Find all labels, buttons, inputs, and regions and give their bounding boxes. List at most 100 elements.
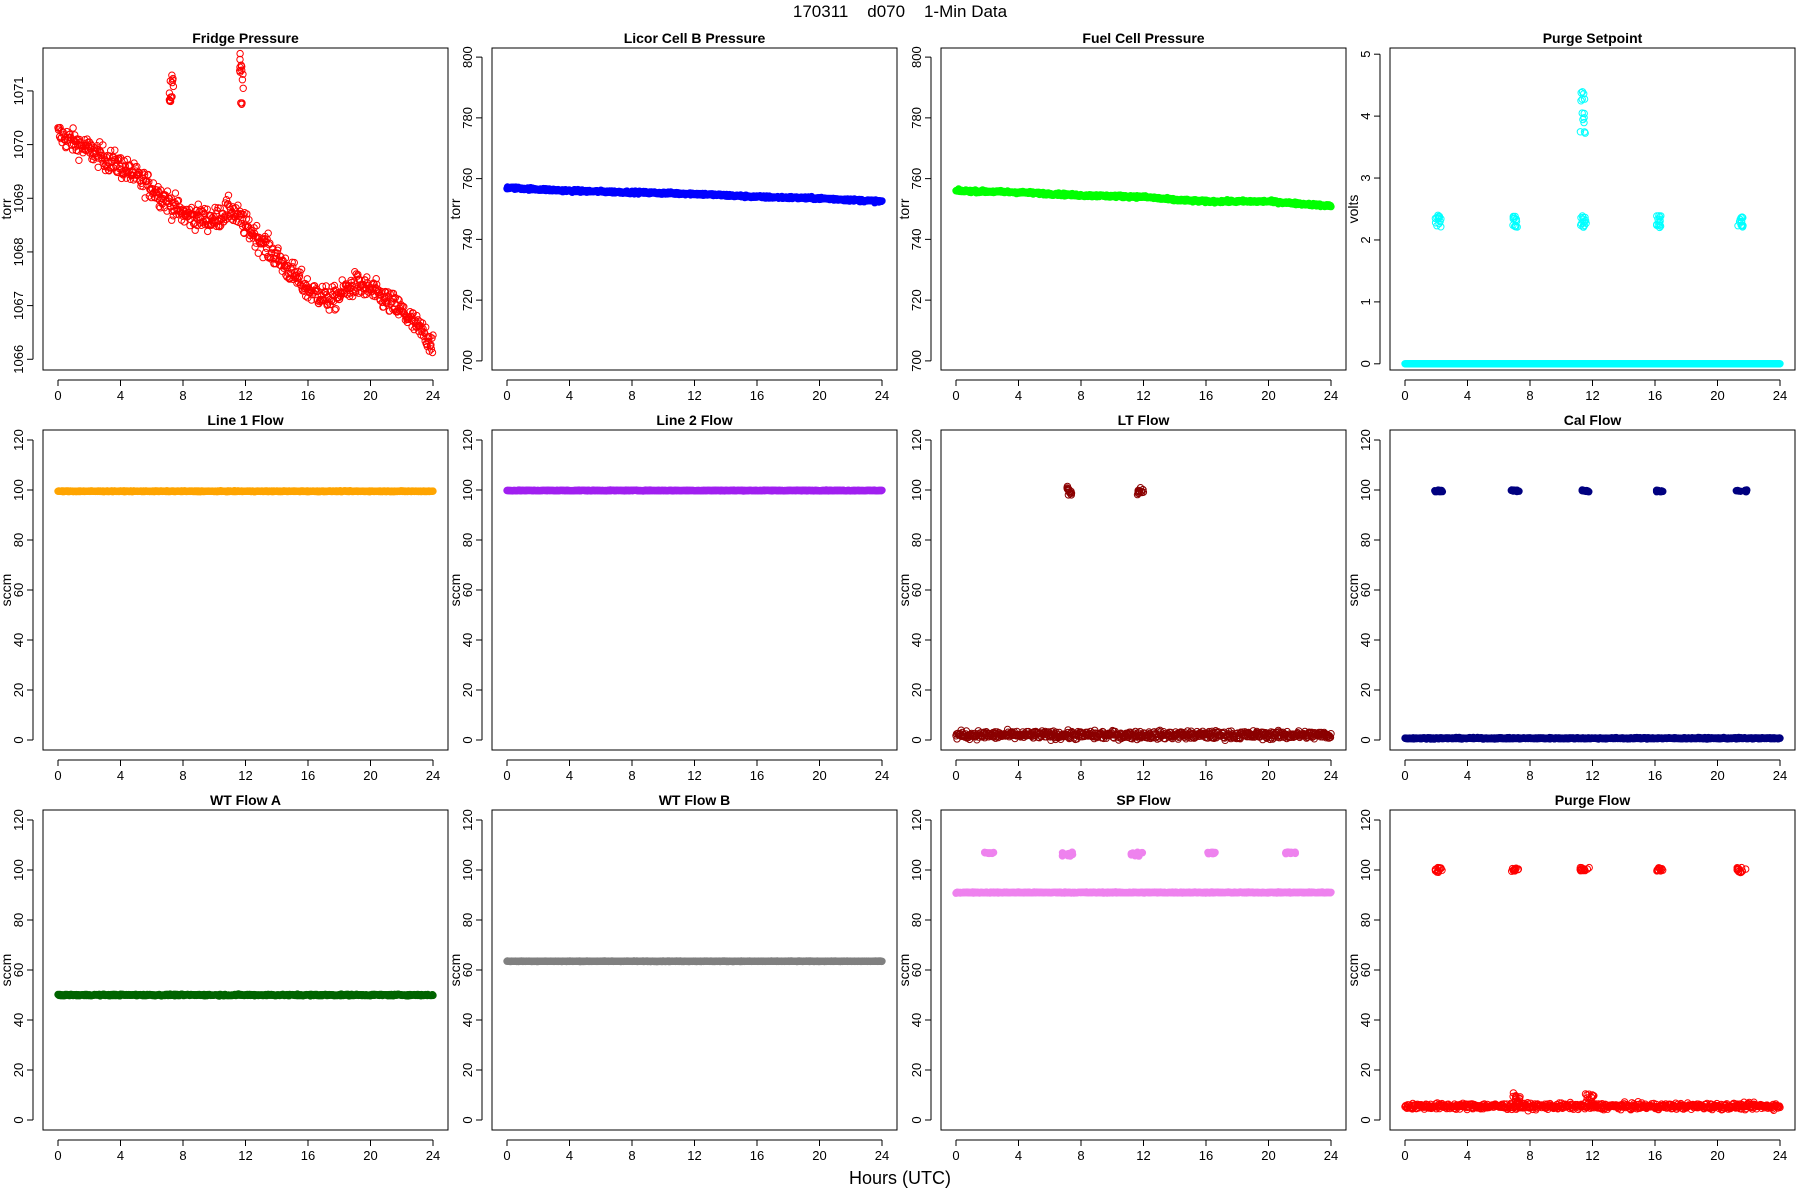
- x-tick-label: 0: [54, 768, 61, 783]
- data-point: [264, 229, 272, 237]
- x-tick-label: 0: [1401, 388, 1408, 403]
- y-tick-label: 760: [909, 168, 924, 190]
- data-point: [219, 209, 227, 218]
- x-tick-label: 20: [1261, 768, 1275, 783]
- y-tick-label: 740: [909, 229, 924, 251]
- y-tick-label: 1069: [11, 184, 26, 213]
- y-tick-label: 60: [11, 583, 26, 597]
- x-tick-label: 16: [750, 388, 764, 403]
- x-tick-label: 8: [1077, 388, 1084, 403]
- outlier-point: [237, 61, 245, 69]
- y-tick-label: 0: [11, 736, 26, 743]
- y-tick-label: 60: [460, 583, 475, 597]
- x-tick-label: 12: [238, 388, 252, 403]
- y-tick-label: 20: [11, 683, 26, 697]
- plot-frame: [940, 429, 1347, 751]
- y-tick-label: 780: [909, 107, 924, 129]
- data-point: [359, 280, 368, 289]
- data-point: [384, 288, 392, 296]
- data-point: [171, 189, 180, 197]
- data-point: [422, 323, 430, 331]
- data-point: [168, 216, 176, 224]
- y-tick-label: 40: [460, 633, 475, 647]
- x-tick-label: 12: [1136, 768, 1150, 783]
- data-point: [413, 311, 421, 320]
- y-tick-label: 780: [460, 107, 475, 129]
- data-point: [429, 487, 437, 495]
- data-point: [126, 175, 135, 184]
- data-point: [427, 341, 435, 349]
- x-tick-label: 24: [1773, 388, 1787, 403]
- outlier-point: [167, 93, 175, 101]
- outlier-point: [166, 77, 175, 85]
- x-tick-label: 8: [179, 768, 186, 783]
- plot-frame: [42, 429, 449, 751]
- y-tick-label: 1071: [11, 76, 26, 105]
- panel-title: Purge Setpoint: [1543, 30, 1643, 46]
- y-tick-label: 800: [909, 46, 924, 68]
- data-point: [428, 334, 436, 342]
- y-tick-label: 80: [11, 533, 26, 547]
- x-tick-label: 20: [812, 768, 826, 783]
- x-tick-label: 16: [301, 388, 315, 403]
- data-point: [224, 191, 233, 200]
- x-tick-label: 16: [1199, 768, 1213, 783]
- x-tick-label: 4: [566, 768, 573, 783]
- data-point: [116, 162, 124, 171]
- x-tick-label: 12: [238, 768, 252, 783]
- data-point: [363, 273, 371, 281]
- data-point: [1327, 202, 1335, 211]
- y-tick-label: 1: [1358, 298, 1373, 305]
- data-point: [222, 196, 231, 204]
- data-point: [303, 275, 311, 283]
- data-point: [107, 146, 115, 155]
- x-tick-label: 16: [1199, 388, 1213, 403]
- data-point: [216, 223, 224, 231]
- data-point: [207, 211, 215, 220]
- data-point: [281, 254, 290, 262]
- plot-frame: [940, 47, 1347, 371]
- x-tick-label: 20: [363, 768, 377, 783]
- y-tick-label: 1066: [11, 345, 26, 374]
- y-tick-label: 700: [909, 350, 924, 372]
- y-axis-label: torr: [896, 198, 912, 219]
- data-point: [274, 244, 282, 252]
- y-tick-label: 1070: [11, 130, 26, 159]
- data-point: [295, 272, 304, 280]
- data-points: [952, 482, 1335, 744]
- y-tick-label: 720: [909, 289, 924, 311]
- y-tick-label: 5: [1358, 51, 1373, 58]
- data-point: [354, 270, 362, 279]
- data-point: [75, 156, 83, 165]
- data-point: [111, 146, 119, 154]
- data-point: [355, 275, 364, 284]
- outlier-point: [169, 82, 178, 91]
- outlier-point: [236, 55, 244, 64]
- y-tick-label: 80: [909, 533, 924, 547]
- data-point: [144, 170, 152, 179]
- y-tick-label: 2: [1358, 236, 1373, 243]
- data-point: [878, 486, 886, 494]
- x-tick-label: 24: [875, 768, 889, 783]
- data-point: [69, 124, 77, 132]
- outlier-point: [238, 100, 246, 109]
- data-point: [331, 306, 339, 314]
- data-point: [395, 296, 403, 304]
- data-point: [245, 216, 253, 224]
- data-point: [307, 296, 316, 304]
- data-point: [66, 130, 74, 139]
- data-point: [352, 288, 360, 296]
- y-tick-label: 80: [460, 533, 475, 547]
- data-point: [423, 342, 431, 351]
- x-tick-label: 24: [875, 388, 889, 403]
- x-tick-label: 16: [750, 768, 764, 783]
- data-point: [191, 226, 199, 234]
- x-tick-label: 8: [1526, 388, 1533, 403]
- x-tick-label: 4: [1015, 388, 1022, 403]
- data-points: [952, 185, 1335, 211]
- data-point: [193, 221, 202, 230]
